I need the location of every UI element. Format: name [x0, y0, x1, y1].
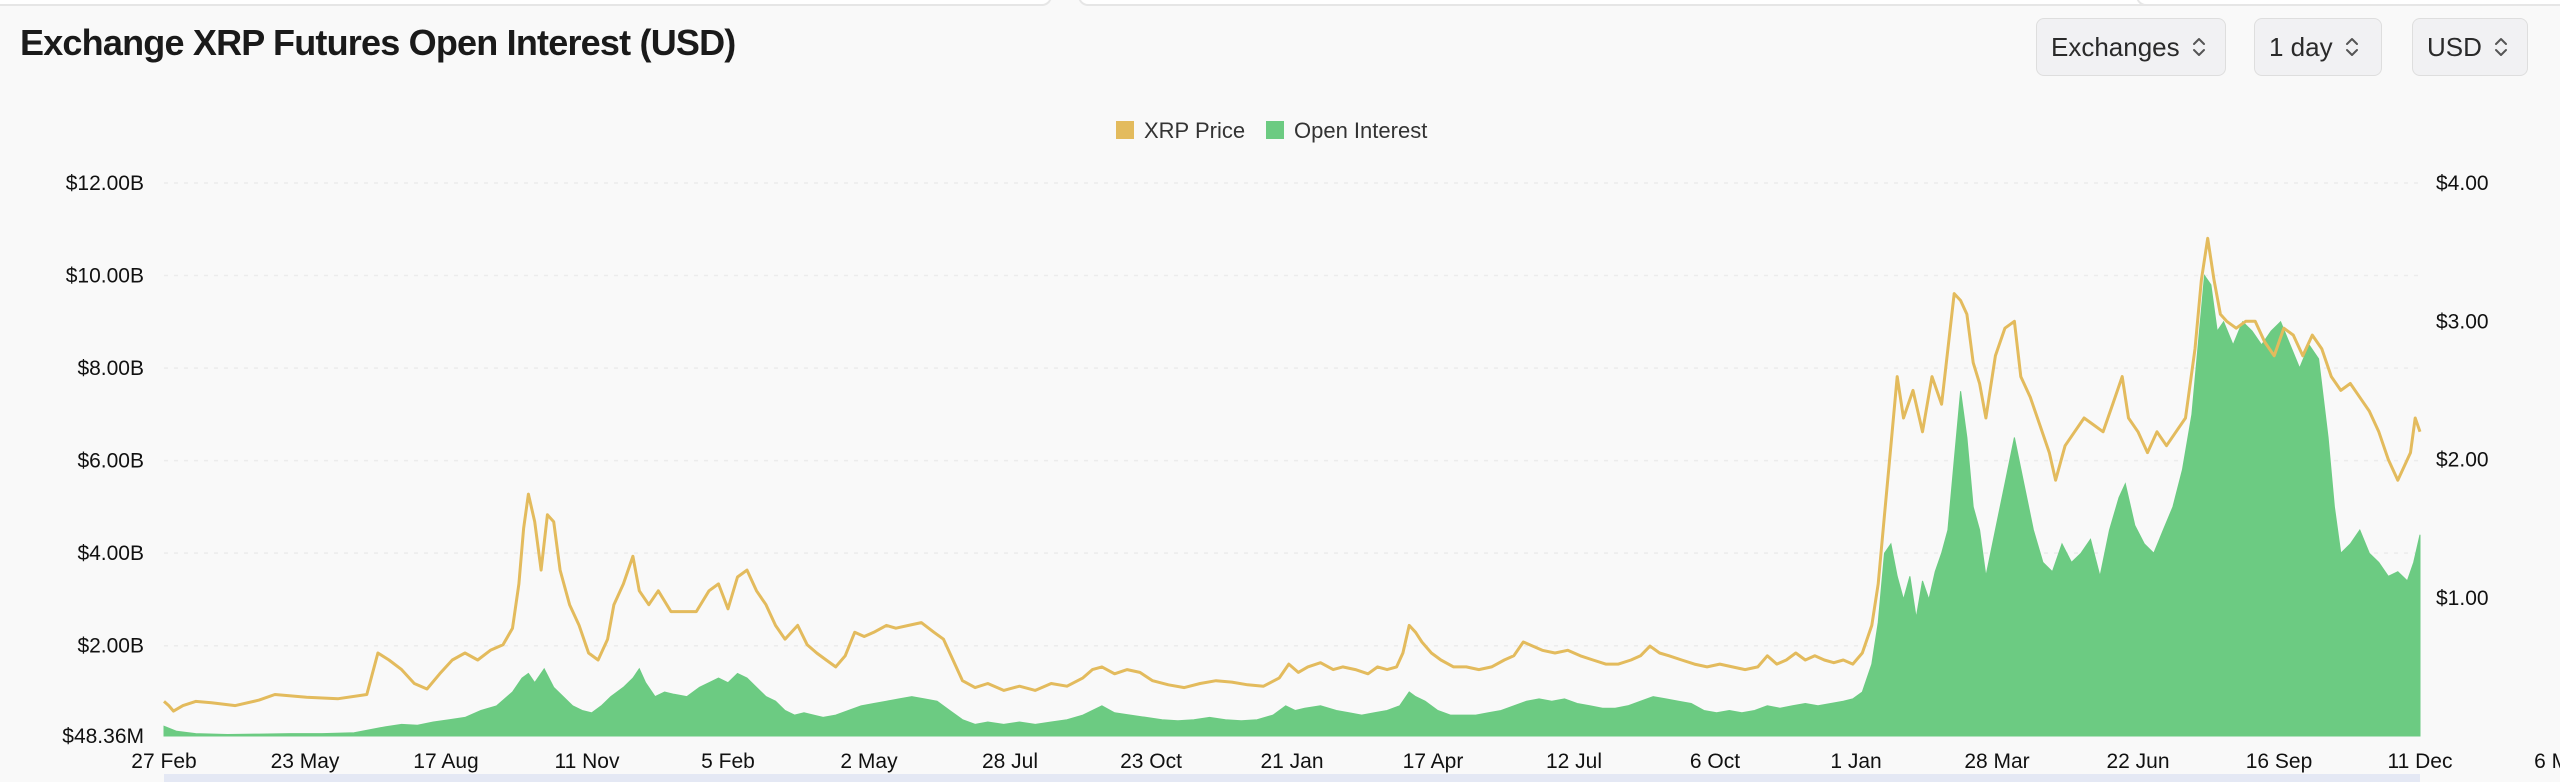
- x-tick-label: 11 Nov: [555, 750, 620, 773]
- legend-swatch-open-interest: [1266, 121, 1284, 139]
- x-tick-label: 22 Jun: [2106, 750, 2169, 773]
- y-left-tick-label: $8.00B: [77, 357, 144, 380]
- x-tick-label: 23 May: [271, 750, 340, 773]
- x-tick-label: 23 Oct: [1120, 750, 1182, 773]
- legend-swatch-xrp-price: [1116, 121, 1134, 139]
- page-title: Exchange XRP Futures Open Interest (USD): [20, 22, 736, 63]
- x-tick-label: 28 Jul: [982, 750, 1038, 773]
- chevron-up-down-icon: [2494, 35, 2508, 59]
- y-left-tick-label: $6.00B: [77, 450, 144, 473]
- x-tick-label: 21 Jan: [1260, 750, 1323, 773]
- interval-select[interactable]: 1 day: [2254, 18, 2382, 76]
- legend-label-xrp-price: XRP Price: [1144, 118, 1245, 143]
- xrp-price-line: [163, 236, 2422, 713]
- y-left-tick-label: $4.00B: [77, 542, 144, 565]
- y-left-tick-label: $12.00B: [66, 172, 144, 195]
- y-left-tick-label: $10.00B: [66, 265, 144, 288]
- x-tick-label: 12 Jul: [1546, 750, 1602, 773]
- y-right-tick-label: $1.00: [2436, 587, 2489, 610]
- legend-label-open-interest: Open Interest: [1294, 118, 1427, 143]
- interval-select-label: 1 day: [2269, 31, 2333, 62]
- x-tick-label: 5 Feb: [701, 750, 755, 773]
- x-tick-label: 2 May: [840, 750, 898, 773]
- x-tick-label: 28 Mar: [1964, 750, 2029, 773]
- x-tick-label: 11 Dec: [2388, 750, 2453, 773]
- x-tick-label: 17 Apr: [1403, 750, 1464, 773]
- chevron-up-down-icon: [2192, 35, 2206, 59]
- exchanges-select-label: Exchanges: [2051, 31, 2180, 62]
- x-tick-label: 6 Oct: [1690, 750, 1740, 773]
- x-tick-label: 6 Mar: [2534, 750, 2560, 773]
- y-right-tick-label: $4.00: [2436, 172, 2489, 195]
- x-axis-scroll-band: [164, 774, 2420, 782]
- y-left-tick-label: $2.00B: [77, 635, 144, 658]
- x-tick-label: 16 Sep: [2246, 750, 2313, 773]
- open-interest-area: [163, 274, 2421, 737]
- x-tick-label: 27 Feb: [131, 750, 196, 773]
- y-left-tick-label: $48.36M: [62, 725, 144, 748]
- chevron-up-down-icon: [2345, 35, 2359, 59]
- y-right-tick-label: $2.00: [2436, 449, 2489, 472]
- currency-select-label: USD: [2427, 31, 2482, 62]
- x-tick-label: 1 Jan: [1830, 750, 1881, 773]
- y-right-tick-label: $3.00: [2436, 310, 2489, 333]
- exchanges-select[interactable]: Exchanges: [2036, 18, 2226, 76]
- x-tick-label: 17 Aug: [413, 750, 478, 773]
- currency-select[interactable]: USD: [2412, 18, 2528, 76]
